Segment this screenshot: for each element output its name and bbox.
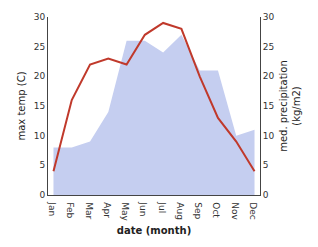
svg-text:date (month): date (month) [117,225,191,236]
svg-text:20: 20 [34,71,46,81]
svg-text:0: 0 [263,190,269,200]
svg-text:25: 25 [263,42,274,52]
svg-text:25: 25 [34,42,45,52]
svg-text:20: 20 [263,71,275,81]
svg-text:10: 10 [34,131,46,141]
svg-text:Mar: Mar [84,202,94,219]
svg-text:Nov: Nov [230,202,240,220]
svg-text:max temp (C): max temp (C) [16,71,27,140]
svg-text:15: 15 [34,101,45,111]
svg-text:5: 5 [39,160,45,170]
svg-text:Sep: Sep [193,202,203,219]
svg-text:30: 30 [263,12,275,22]
svg-text:May: May [120,202,130,221]
svg-text:Jun: Jun [138,201,148,216]
svg-text:5: 5 [263,160,269,170]
svg-text:Jul: Jul [157,201,167,213]
svg-text:Dec: Dec [248,202,258,219]
svg-text:Aug: Aug [175,202,185,220]
svg-text:Oct: Oct [211,202,221,218]
svg-text:Feb: Feb [65,202,75,218]
svg-text:med. precipitation(kg/m2): med. precipitation(kg/m2) [278,60,302,152]
svg-text:Apr: Apr [102,202,112,218]
svg-text:10: 10 [263,131,275,141]
svg-text:0: 0 [39,190,45,200]
svg-text:Jan: Jan [47,201,57,216]
svg-text:15: 15 [263,101,274,111]
svg-text:30: 30 [34,12,46,22]
